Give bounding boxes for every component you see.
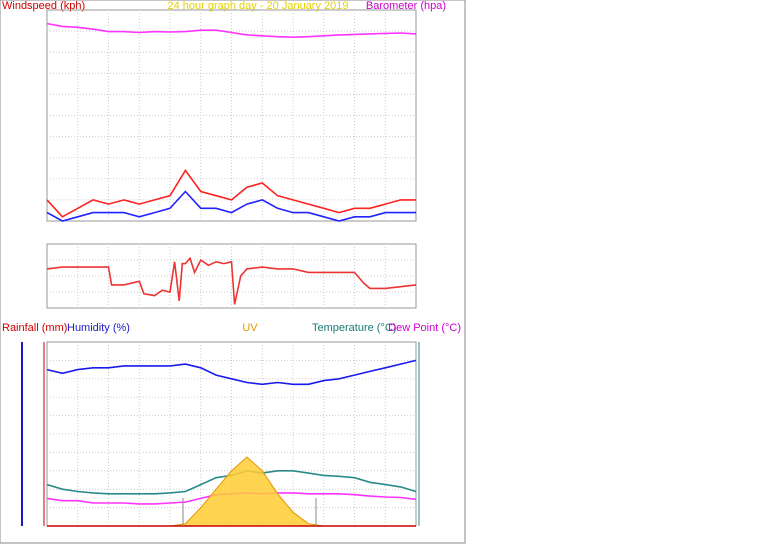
rainfall-axis-label: Rainfall (mm) — [2, 322, 67, 334]
series-barometer — [46, 22, 417, 39]
series-wind-direction — [46, 256, 417, 305]
dewpoint-axis-label: Dew Point (°C) — [388, 322, 461, 334]
temperature-axis-label: Temperature (°C) — [312, 322, 396, 334]
sun-moon-annotations — [182, 498, 317, 526]
temperature-humidity-panel: Rainfall (mm) Humidity (%) UV Temperatur… — [2, 322, 461, 527]
barometer-axis-label: Barometer (hpa) — [366, 0, 446, 12]
series-wind-gust — [46, 168, 416, 218]
graph-title: 24 hour graph day - 20 January 2019 — [167, 0, 348, 12]
wind-barometer-panel: Windspeed (kph) 24 hour graph day - 20 J… — [2, 0, 446, 222]
temperature-series — [46, 359, 417, 527]
wind-direction-panel — [46, 243, 417, 309]
series-wind-speed — [46, 190, 416, 222]
direction-series — [46, 256, 417, 305]
humidity-axis-label: Humidity (%) — [67, 322, 130, 334]
series-humidity — [46, 359, 417, 386]
graph-frame — [0, 0, 466, 544]
direction-grid — [46, 243, 417, 309]
wind-series — [46, 22, 417, 222]
windspeed-axis-label: Windspeed (kph) — [2, 0, 85, 12]
uv-axis-label: UV — [242, 322, 258, 334]
wind-grid — [46, 9, 417, 222]
